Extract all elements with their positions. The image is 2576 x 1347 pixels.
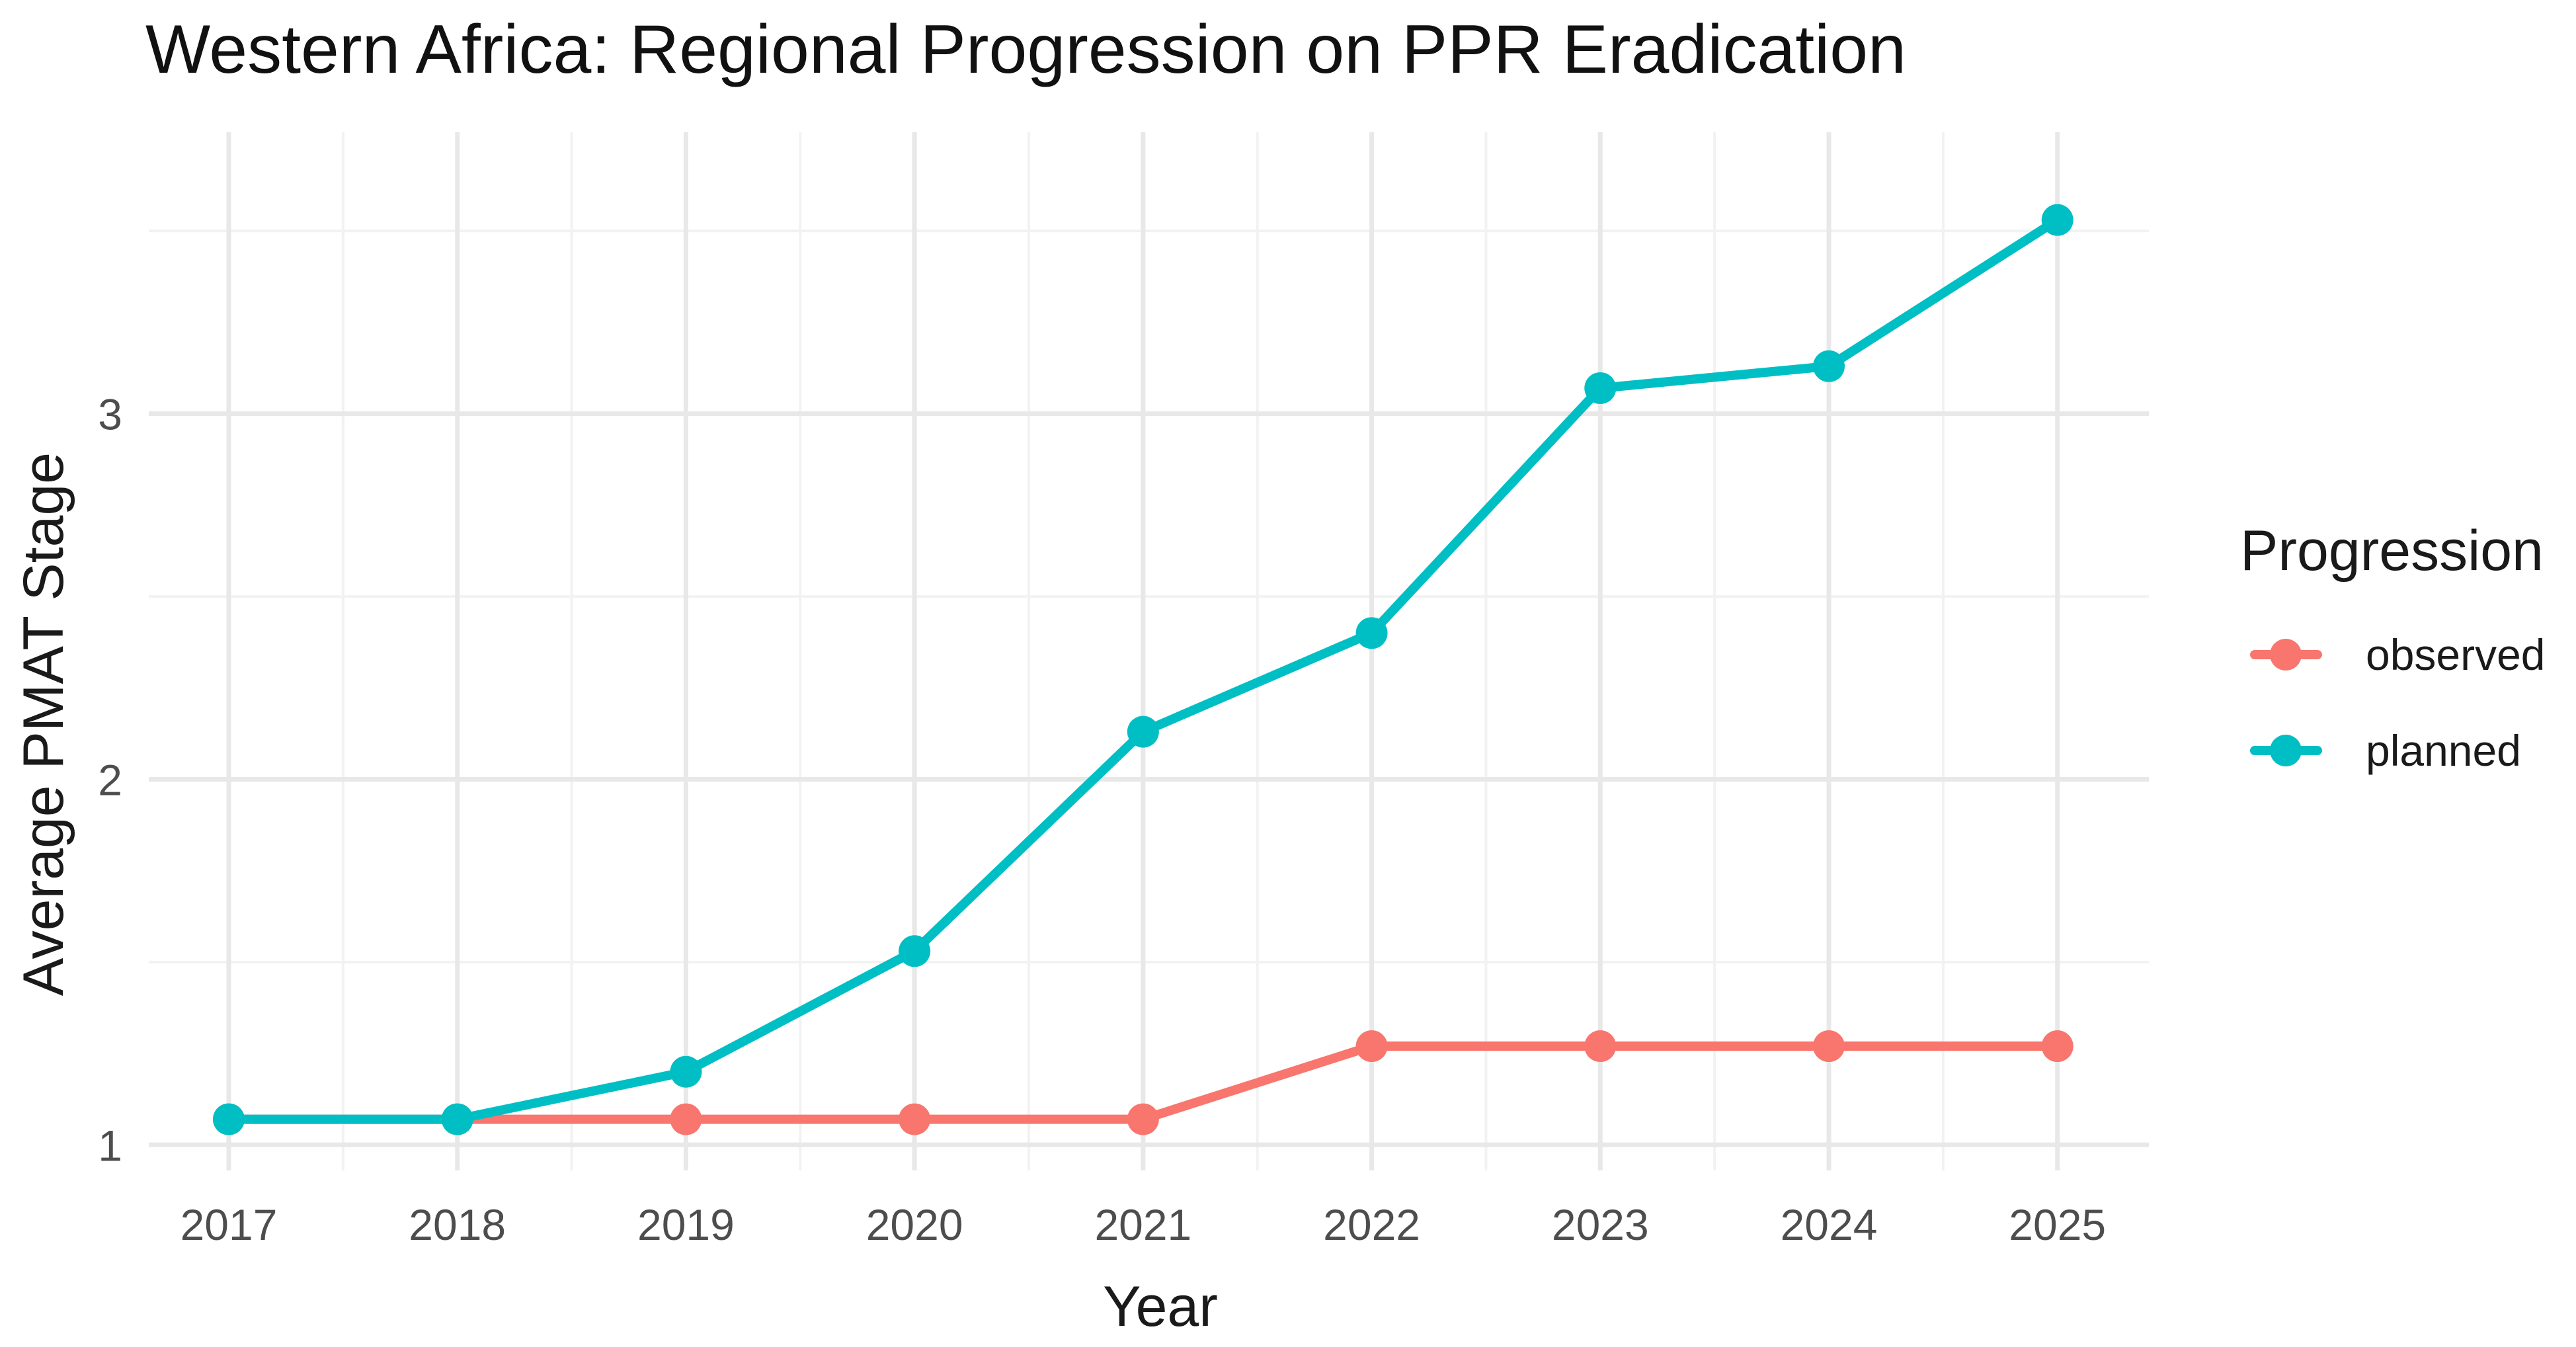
- data-point-observed-2025: [2041, 1030, 2073, 1063]
- x-tick-label: 2019: [637, 1200, 735, 1249]
- x-tick-label: 2025: [2009, 1200, 2106, 1249]
- data-point-planned-2023: [1584, 372, 1617, 404]
- data-point-planned-2018: [441, 1103, 473, 1135]
- y-axis-title: Average PMAT Stage: [12, 452, 75, 996]
- data-point-planned-2025: [2041, 204, 2073, 236]
- axes: 1 2 3 2017 2018 2019 2020 2021 2022 2023 2024 2025: [98, 390, 2106, 1249]
- legend-key-point: [2270, 639, 2302, 671]
- legend-item-observed: observed: [2250, 630, 2546, 679]
- y-tick-label: 2: [98, 755, 122, 804]
- x-tick-label: 2021: [1094, 1200, 1191, 1249]
- series-layer: [213, 204, 2073, 1135]
- legend-key-point: [2270, 735, 2302, 766]
- data-point-planned-2022: [1355, 617, 1388, 649]
- data-point-observed-2019: [670, 1103, 702, 1135]
- x-tick-label: 2017: [181, 1200, 278, 1249]
- x-tick-label: 2022: [1323, 1200, 1420, 1249]
- y-tick-label: 3: [98, 390, 122, 439]
- data-point-observed-2020: [899, 1103, 931, 1135]
- data-point-observed-2022: [1355, 1030, 1388, 1063]
- legend-items: observed planned: [2250, 630, 2546, 775]
- data-point-planned-2024: [1813, 350, 1845, 382]
- y-tick-label: 1: [98, 1121, 122, 1170]
- legend-label-planned: planned: [2366, 726, 2521, 775]
- grid: [149, 132, 2149, 1170]
- chart-title: Western Africa: Regional Progression on …: [145, 11, 1906, 88]
- x-tick-label: 2020: [866, 1200, 963, 1249]
- x-tick-label: 2018: [409, 1200, 506, 1249]
- x-tick-label: 2023: [1552, 1200, 1649, 1249]
- legend-label-observed: observed: [2366, 630, 2546, 679]
- data-point-observed-2023: [1584, 1030, 1617, 1063]
- series-planned: [213, 204, 2073, 1135]
- data-point-observed-2024: [1813, 1030, 1845, 1063]
- legend: Progression observed planned: [2240, 519, 2546, 775]
- legend-item-planned: planned: [2250, 726, 2521, 775]
- x-axis-title: Year: [1103, 1275, 1218, 1338]
- data-point-observed-2021: [1127, 1103, 1159, 1135]
- data-point-planned-2021: [1127, 715, 1159, 748]
- x-tick-labels: 2017 2018 2019 2020 2021 2022 2023 2024 2025: [181, 1200, 2107, 1249]
- legend-title: Progression: [2240, 519, 2544, 583]
- data-point-planned-2019: [670, 1055, 702, 1088]
- x-tick-label: 2024: [1781, 1200, 1878, 1249]
- y-tick-labels: 1 2 3: [98, 390, 122, 1170]
- data-point-planned-2017: [213, 1103, 245, 1135]
- data-point-planned-2020: [899, 935, 931, 967]
